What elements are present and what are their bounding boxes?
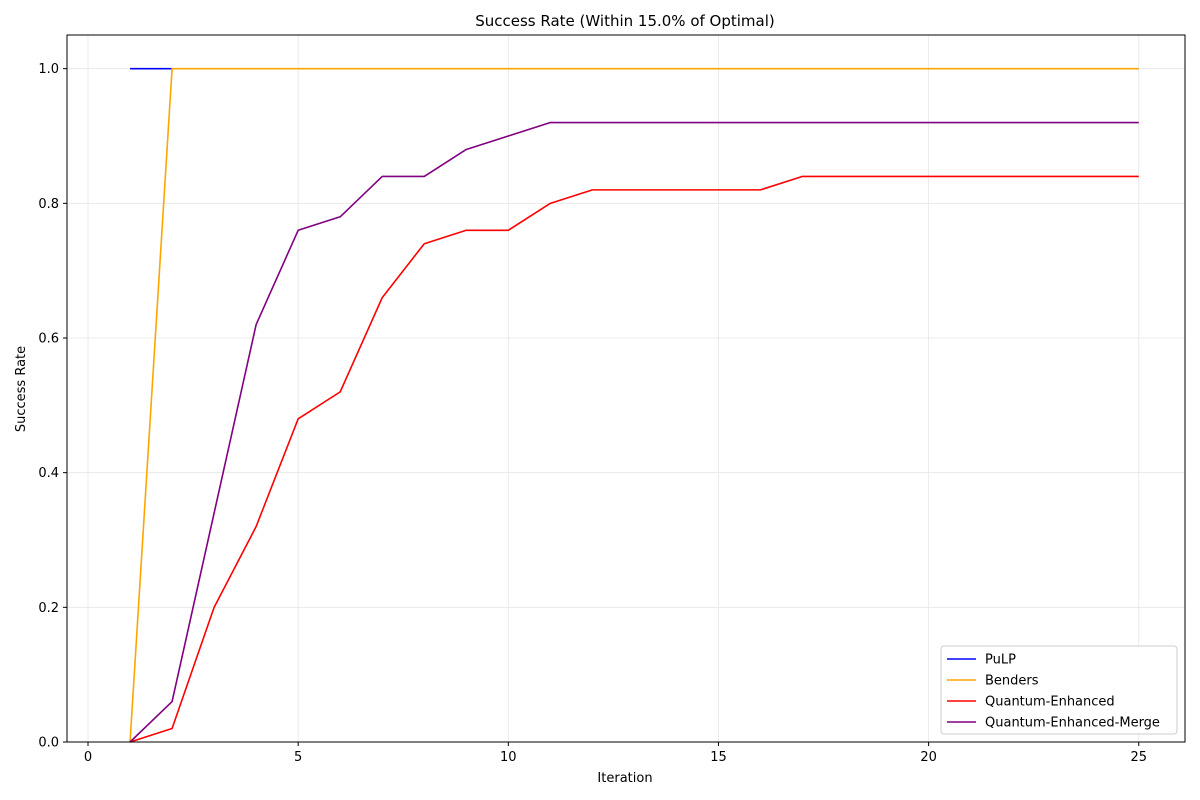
legend-label-quantum-enhanced: Quantum-Enhanced <box>985 695 1115 710</box>
y-tick-label: 1.0 <box>38 62 59 77</box>
legend-box <box>940 645 1178 735</box>
y-tick-label: 0.2 <box>38 601 59 616</box>
x-tick-label: 15 <box>710 750 727 765</box>
x-tick-label: 10 <box>500 750 517 765</box>
axis-ticks: 0 5 10 15 20 25 0.0 0.2 0.4 0.6 0.8 1.0 <box>38 62 1147 765</box>
legend-label-quantum-enhanced-merge: Quantum-Enhanced-Merge <box>985 716 1160 731</box>
grid <box>67 35 1185 743</box>
x-tick-label: 0 <box>84 750 92 765</box>
y-tick-label: 0.4 <box>38 466 59 481</box>
series-lines <box>129 67 1139 743</box>
chart-title: Success Rate (Within 15.0% of Optimal) <box>475 12 775 30</box>
y-axis-title: Success Rate <box>14 346 29 432</box>
legend-label-pulp: PuLP <box>985 653 1016 668</box>
series-line-quantum-enhanced-merge <box>129 121 1139 743</box>
x-axis-title: Iteration <box>597 771 652 786</box>
series-line-benders <box>129 67 1139 743</box>
legend: PuLP Benders Quantum-Enhanced Quantum-Enhan… <box>940 645 1178 735</box>
y-tick-label: 0.8 <box>38 197 59 212</box>
y-tick-label: 0.0 <box>38 736 59 751</box>
x-tick-label: 5 <box>294 750 302 765</box>
x-tick-label: 20 <box>920 750 937 765</box>
series-line-quantum-enhanced <box>129 175 1139 743</box>
legend-label-benders: Benders <box>985 674 1039 689</box>
plot-frame <box>66 34 1186 743</box>
y-tick-label: 0.6 <box>38 332 59 347</box>
x-tick-label: 25 <box>1130 750 1147 765</box>
